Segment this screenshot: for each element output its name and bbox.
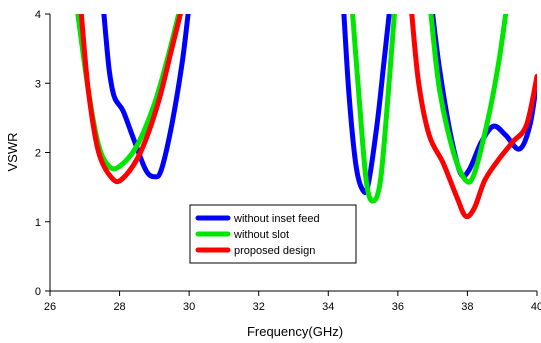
series-line-without-slot (350, 14, 397, 204)
x-tick-label: 32 (253, 301, 265, 313)
legend-label: without slot (233, 229, 289, 241)
x-axis-title: Frequency(GHz) (247, 324, 343, 339)
legend-label: without inset feed (233, 213, 320, 225)
x-tick-label: 40 (531, 301, 541, 313)
y-tick-label: 2 (35, 148, 41, 160)
legend: without inset feed without slot proposed d… (189, 204, 357, 264)
x-tick-label: 30 (183, 301, 195, 313)
y-axis-title: VSWR (5, 133, 20, 172)
legend-label: proposed design (234, 245, 315, 257)
y-tick-label: 3 (35, 78, 41, 90)
y-tick-label: 1 (35, 217, 41, 229)
x-tick-label: 26 (44, 301, 56, 313)
series-line-proposed-design (409, 14, 537, 220)
y-tick-label: 0 (35, 286, 41, 298)
series-line-without-inset-feed (341, 14, 392, 196)
series-lines (75, 14, 537, 220)
x-tick-label: 28 (113, 301, 125, 313)
x-tick-label: 34 (322, 301, 334, 313)
x-tick-label: 36 (392, 301, 404, 313)
series-line-without-slot (428, 14, 509, 185)
series-line-without-inset-feed (430, 14, 537, 179)
y-tick-label: 4 (35, 9, 41, 21)
series-line-proposed-design (78, 14, 183, 185)
x-tick-label: 38 (461, 301, 473, 313)
series-line-without-inset-feed (101, 14, 191, 180)
